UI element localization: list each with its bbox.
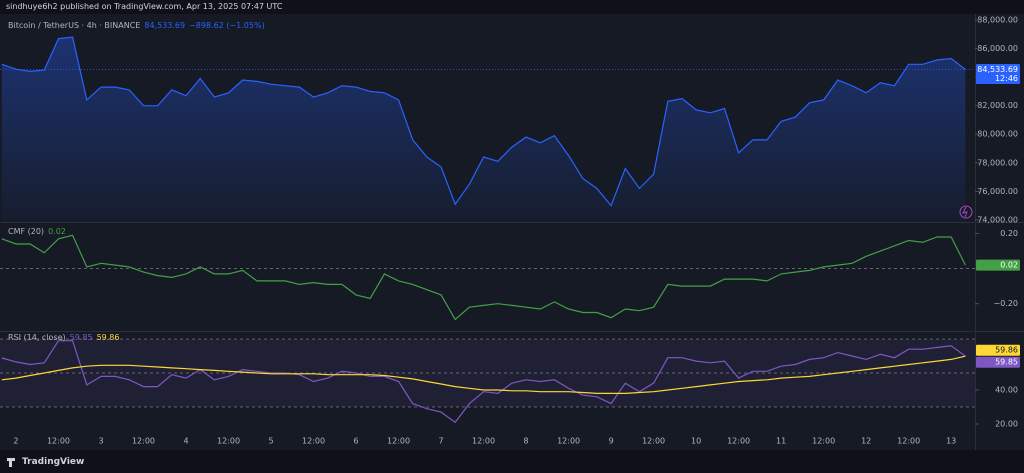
last-value-box	[976, 356, 1020, 368]
x-tick-label: 12:00	[132, 437, 155, 446]
x-tick-label: 12:00	[472, 437, 495, 446]
y-tick-label: −0.20	[993, 299, 1018, 308]
line	[1, 340, 966, 424]
legend: Bitcoin / TetherUS · 4h · BINANCE 84,533.…	[8, 21, 269, 30]
y-tick-label: 86,000.00	[977, 44, 1018, 53]
legend-title: Bitcoin / TetherUS · 4h · BINANCE	[8, 21, 141, 30]
y-tick-label: 40.00	[995, 385, 1018, 394]
last-value-label: 84,533.69	[977, 65, 1018, 74]
x-tick-label: 12:00	[642, 437, 665, 446]
x-tick-label: 12:00	[47, 437, 70, 446]
x-tick-label: 7	[439, 437, 444, 446]
brand-logo	[7, 458, 15, 467]
x-tick-label: 12:00	[387, 437, 410, 446]
x-tick-label: 12:00	[812, 437, 835, 446]
y-tick-label: 20.00	[995, 420, 1018, 429]
x-tick-label: 12:00	[217, 437, 240, 446]
legend-title: CMF (20)	[8, 227, 45, 236]
x-tick-label: 13	[946, 437, 956, 446]
x-tick-label: 12:00	[727, 437, 750, 446]
x-tick-label: 12	[861, 437, 871, 446]
legend-value: 84,533.69	[144, 21, 186, 30]
line	[1, 355, 966, 394]
legend-title: RSI (14, close)	[8, 333, 66, 342]
legend: CMF (20) 0.02	[8, 227, 70, 236]
last-value-box	[976, 344, 1020, 356]
line	[1, 36, 966, 207]
legend-value: 59.86	[96, 333, 120, 342]
x-tick-label: 10	[691, 437, 701, 446]
y-tick-label: 78,000.00	[977, 158, 1018, 167]
last-value-label: 0.02	[1000, 261, 1018, 270]
x-tick-label: 12:00	[557, 437, 580, 446]
last-value-label: 59.85	[995, 358, 1018, 367]
x-tick-label: 11	[776, 437, 786, 446]
y-tick-label: 76,000.00	[977, 187, 1018, 196]
x-tick-label: 12:00	[302, 437, 325, 446]
x-tick-label: 6	[354, 437, 359, 446]
y-tick-label: 0.20	[1000, 229, 1018, 238]
legend-change: −898.62 (−1.05%)	[189, 21, 265, 30]
byline: sindhuye6h2 published on TradingView.com…	[6, 2, 283, 11]
x-tick-label: 2	[13, 437, 18, 446]
line	[1, 234, 966, 321]
x-tick-label: 9	[609, 437, 614, 446]
x-tick-label: 5	[268, 437, 273, 446]
last-value-box	[976, 259, 1020, 271]
countdown-label: 12:46	[995, 74, 1018, 83]
y-tick-label: 82,000.00	[977, 101, 1018, 110]
x-tick-label: 12:00	[897, 437, 920, 446]
x-tick-label: 8	[524, 437, 529, 446]
legend-value: 59.85	[69, 333, 93, 342]
y-tick-label: 74,000.00	[977, 215, 1018, 224]
last-value-box	[976, 63, 1020, 84]
area-fill	[1, 37, 966, 222]
legend-value: 0.02	[48, 227, 66, 236]
last-value-label: 59.86	[995, 346, 1018, 355]
brand: TradingView	[22, 457, 85, 467]
x-tick-label: 3	[98, 437, 103, 446]
legend: RSI (14, close) 59.85 59.86	[8, 333, 123, 342]
y-tick-label: 88,000.00	[977, 15, 1018, 24]
x-tick-label: 4	[183, 437, 188, 446]
y-tick-label: 80,000.00	[977, 130, 1018, 139]
